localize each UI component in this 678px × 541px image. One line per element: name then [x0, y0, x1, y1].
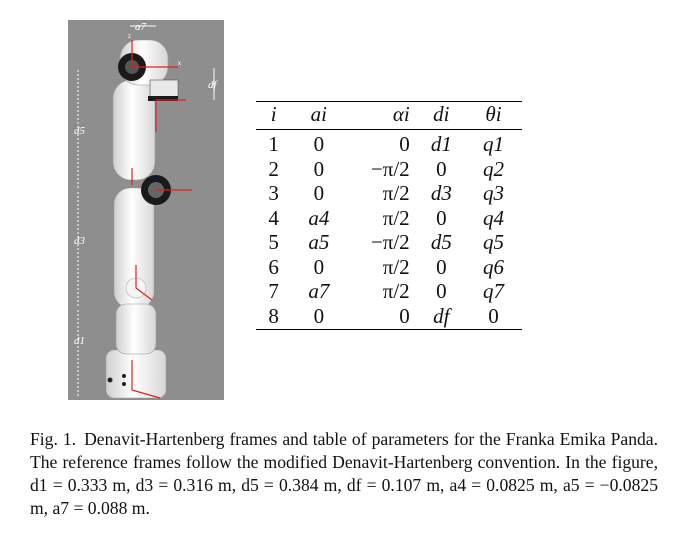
table-row: 2 0 −π/2 0 q2 — [256, 157, 522, 182]
cell-alpha: −π/2 — [370, 156, 410, 181]
cell-d: d3 — [430, 181, 452, 205]
cell-i: 5 — [268, 230, 279, 254]
cell-theta: q1 — [482, 132, 504, 156]
table-row: 4 a4 π/2 0 q4 — [256, 206, 522, 231]
cell-a: a7 — [308, 279, 330, 303]
cell-d: df — [417, 303, 465, 330]
table-header-row: i ai αi di θi — [256, 101, 522, 130]
caption-label: Fig. 1. — [30, 429, 77, 449]
dim-label-d1: d1 — [74, 335, 85, 347]
header-theta: θi — [464, 101, 522, 130]
cell-d: d5 — [430, 230, 452, 254]
cell-theta: q4 — [482, 205, 504, 230]
header-a: ai — [291, 101, 347, 130]
cell-a: 0 — [313, 181, 325, 205]
cell-i: 2 — [268, 156, 279, 181]
table-row: 8 0 0 df 0 — [256, 303, 522, 330]
cell-a: 0 — [313, 132, 325, 156]
robot-figure: a7 df d5 d3 d1 z x — [68, 20, 224, 400]
frame-axes — [131, 40, 192, 399]
cell-a: 0 — [291, 303, 347, 330]
cell-theta: q7 — [482, 279, 504, 303]
table-row: 7 a7 π/2 0 q7 — [256, 279, 522, 304]
dim-label-d5: d5 — [74, 125, 86, 137]
table-row: 3 0 π/2 d3 q3 — [256, 181, 522, 206]
cell-d: 0 — [436, 156, 447, 181]
figure-caption: Fig. 1. Denavit-Hartenberg frames and tab… — [30, 428, 658, 520]
cell-alpha: 0 — [399, 132, 410, 156]
cell-alpha: −π/2 — [370, 230, 410, 254]
cell-alpha: 0 — [346, 303, 418, 330]
cell-i: 7 — [268, 279, 279, 303]
cell-alpha: π/2 — [382, 254, 410, 279]
cell-theta: q5 — [482, 230, 504, 254]
cell-i: 6 — [268, 254, 279, 279]
dim-label-df: df — [208, 79, 219, 91]
header-i: i — [256, 101, 292, 130]
axis-label-z: z — [128, 34, 131, 40]
header-alpha: αi — [346, 101, 418, 130]
cell-a: 0 — [313, 254, 325, 279]
cell-d: 0 — [436, 254, 447, 279]
cell-alpha: π/2 — [382, 205, 410, 230]
cell-alpha: π/2 — [382, 279, 410, 303]
cell-i: 1 — [268, 132, 279, 156]
cell-a: a4 — [308, 205, 330, 230]
cell-i: 3 — [268, 181, 279, 205]
robot-joints — [107, 53, 179, 386]
robot-body — [105, 39, 169, 399]
dimension-lines — [77, 25, 215, 398]
cell-d: 0 — [436, 279, 447, 303]
cell-a: 0 — [313, 156, 325, 181]
dim-label-d3: d3 — [74, 235, 86, 247]
cell-theta: 0 — [464, 303, 522, 330]
cell-theta: q3 — [482, 181, 504, 205]
table-row: 1 0 0 d1 q1 — [256, 130, 522, 157]
cell-alpha: π/2 — [382, 181, 410, 205]
cell-a: a5 — [308, 230, 330, 254]
cell-theta: q2 — [482, 156, 504, 181]
dh-parameter-table: i ai αi di θi 1 0 0 d1 q1 2 0 −π/2 0 q2 … — [256, 101, 522, 330]
header-d: di — [417, 101, 465, 130]
axis-label-x: x — [178, 61, 181, 67]
cell-i: 4 — [268, 205, 279, 230]
cell-d: d1 — [430, 132, 452, 156]
caption-text: Denavit-Hartenberg frames and table of p… — [30, 429, 658, 518]
cell-theta: q6 — [482, 254, 504, 279]
table-row: 5 a5 −π/2 d5 q5 — [256, 230, 522, 255]
cell-d: 0 — [436, 205, 447, 230]
cell-i: 8 — [256, 303, 292, 330]
table-row: 6 0 π/2 0 q6 — [256, 255, 522, 280]
dim-label-a7: a7 — [135, 21, 147, 33]
